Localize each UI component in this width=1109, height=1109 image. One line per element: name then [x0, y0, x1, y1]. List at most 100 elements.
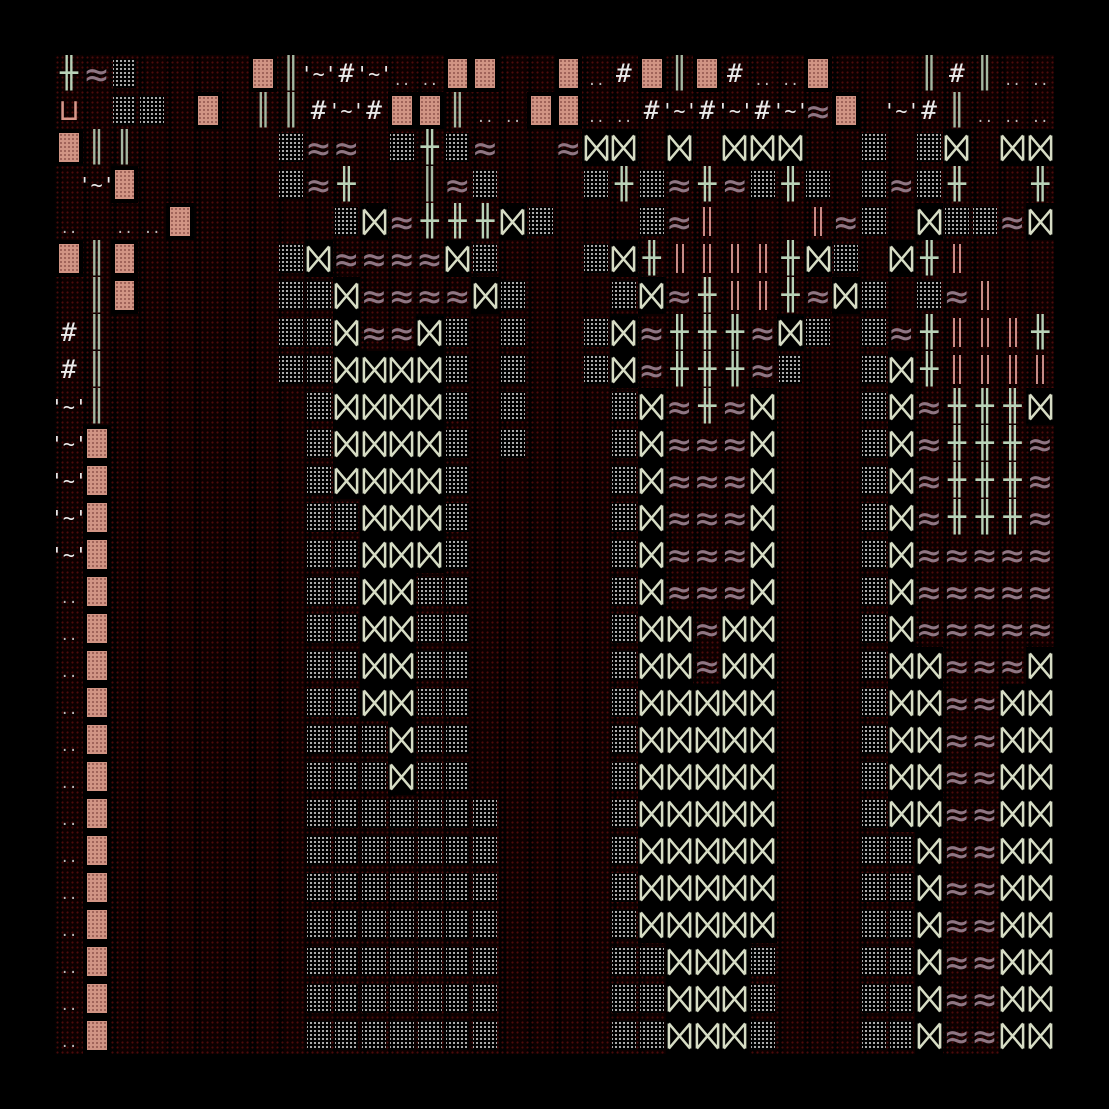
bowtie-tile [748, 684, 777, 721]
bowtie-tile [637, 462, 666, 499]
dotted-wall-tile [360, 721, 388, 758]
dotted-wall-tile [305, 573, 333, 610]
bowtie-tile [998, 1017, 1027, 1054]
water-wave-tile: ≈ [695, 647, 719, 684]
brick-wall-tile [82, 684, 111, 721]
dotted-wall-tile [360, 832, 388, 869]
dotted-wall-tile [444, 388, 472, 425]
brick-wall-tile [249, 55, 277, 92]
cross-tile: ╫ [698, 351, 717, 387]
dotted-wall-tile [333, 758, 361, 795]
water-wave-tile: ≈ [695, 425, 719, 462]
bar-tile: ║ [87, 388, 106, 424]
pink-bar-tile [943, 240, 971, 277]
hash-tile: # [616, 58, 632, 89]
bowtie-tile [748, 869, 777, 906]
water-wave-tile: ≈ [945, 721, 969, 758]
bowtie-tile [637, 869, 666, 906]
dotted-wall-tile [638, 203, 666, 240]
bowtie-tile [637, 388, 666, 425]
dotted-wall-tile [499, 388, 527, 425]
brick-wall-tile [832, 92, 860, 129]
cross-tile: ╫ [947, 425, 966, 461]
water-wave-tile: ≈ [917, 388, 941, 425]
dotted-wall-tile [610, 647, 638, 684]
water-wave-tile: ≈ [362, 314, 386, 351]
cross-tile: ╫ [975, 388, 994, 424]
dotted-wall-tile [860, 277, 888, 314]
dotted-wall-tile [416, 943, 444, 980]
brick-wall-tile [110, 166, 139, 203]
dotted-wall-tile [832, 240, 860, 277]
bowtie-tile [693, 869, 721, 906]
bowtie-tile [665, 647, 694, 684]
cross-tile: ╫ [642, 240, 661, 276]
bowtie-tile [748, 536, 777, 573]
water-wave-tile: ≈ [723, 425, 747, 462]
dotted-wall-tile [888, 869, 916, 906]
floor-dots-tile: .. [60, 220, 78, 237]
dotted-wall-tile [416, 832, 444, 869]
dotted-wall-tile [305, 1017, 333, 1054]
floor-dots-tile: .. [60, 775, 78, 792]
floor-dots-tile: .. [60, 664, 78, 681]
dotted-wall-tile [860, 462, 888, 499]
dotted-wall-tile [888, 832, 916, 869]
water-wave-tile: ≈ [723, 388, 747, 425]
bowtie-tile [887, 647, 916, 684]
dotted-wall-tile [471, 166, 499, 203]
cross-tile: ╫ [420, 203, 439, 239]
bowtie-tile [637, 610, 666, 647]
bowtie-tile [887, 462, 916, 499]
bowtie-tile [360, 536, 388, 573]
dotted-wall-tile [333, 684, 361, 721]
hash-tile: # [727, 58, 743, 89]
bowtie-tile [721, 1017, 749, 1054]
floor-dots-tile: .. [60, 997, 78, 1014]
cross-tile: ╫ [698, 277, 717, 313]
bowtie-tile [332, 388, 361, 425]
dotted-wall-tile [471, 943, 499, 980]
dotted-wall-tile [388, 906, 416, 943]
water-wave-tile: ≈ [1000, 610, 1024, 647]
dotted-wall-tile [277, 277, 305, 314]
hash-tile: # [61, 317, 77, 348]
dotted-wall-tile [305, 758, 333, 795]
bowtie-tile [998, 684, 1027, 721]
bowtie-tile [748, 758, 777, 795]
brick-wall-tile [193, 92, 222, 129]
brick-wall-tile [471, 55, 499, 92]
water-wave-tile: ≈ [445, 277, 469, 314]
bowtie-tile [360, 499, 388, 536]
floor-dots-tile: .. [60, 812, 78, 829]
bowtie-tile [748, 647, 777, 684]
bowtie-tile [887, 351, 916, 388]
water-wave-tile: ≈ [917, 462, 941, 499]
bowtie-tile [388, 721, 416, 758]
dotted-wall-tile [915, 166, 943, 203]
bowtie-tile [887, 721, 916, 758]
brick-wall-tile [82, 980, 111, 1017]
dotted-wall-tile [610, 795, 638, 832]
bowtie-tile [665, 129, 694, 166]
brick-wall-tile [82, 869, 111, 906]
floor-dots-tile: .. [615, 109, 633, 126]
bowtie-tile [721, 906, 749, 943]
quote-tilde-tile: '~' [305, 61, 333, 86]
bowtie-tile [721, 610, 749, 647]
dotted-wall-tile [305, 277, 333, 314]
dotted-wall-tile [305, 906, 333, 943]
bowtie-tile [915, 684, 943, 721]
bowtie-tile [693, 1017, 721, 1054]
hash-tile: # [921, 95, 937, 126]
cross-tile: ╫ [781, 277, 800, 313]
dotted-wall-tile [111, 55, 139, 92]
hash-tile: # [310, 95, 327, 126]
hash-tile: # [754, 95, 771, 126]
bowtie-tile [637, 536, 666, 573]
water-wave-tile: ≈ [723, 499, 747, 536]
quote-tilde-tile: '~' [55, 468, 83, 493]
dotted-wall-tile [360, 758, 388, 795]
water-wave-tile: ≈ [418, 277, 442, 314]
water-wave-tile: ≈ [723, 573, 747, 610]
